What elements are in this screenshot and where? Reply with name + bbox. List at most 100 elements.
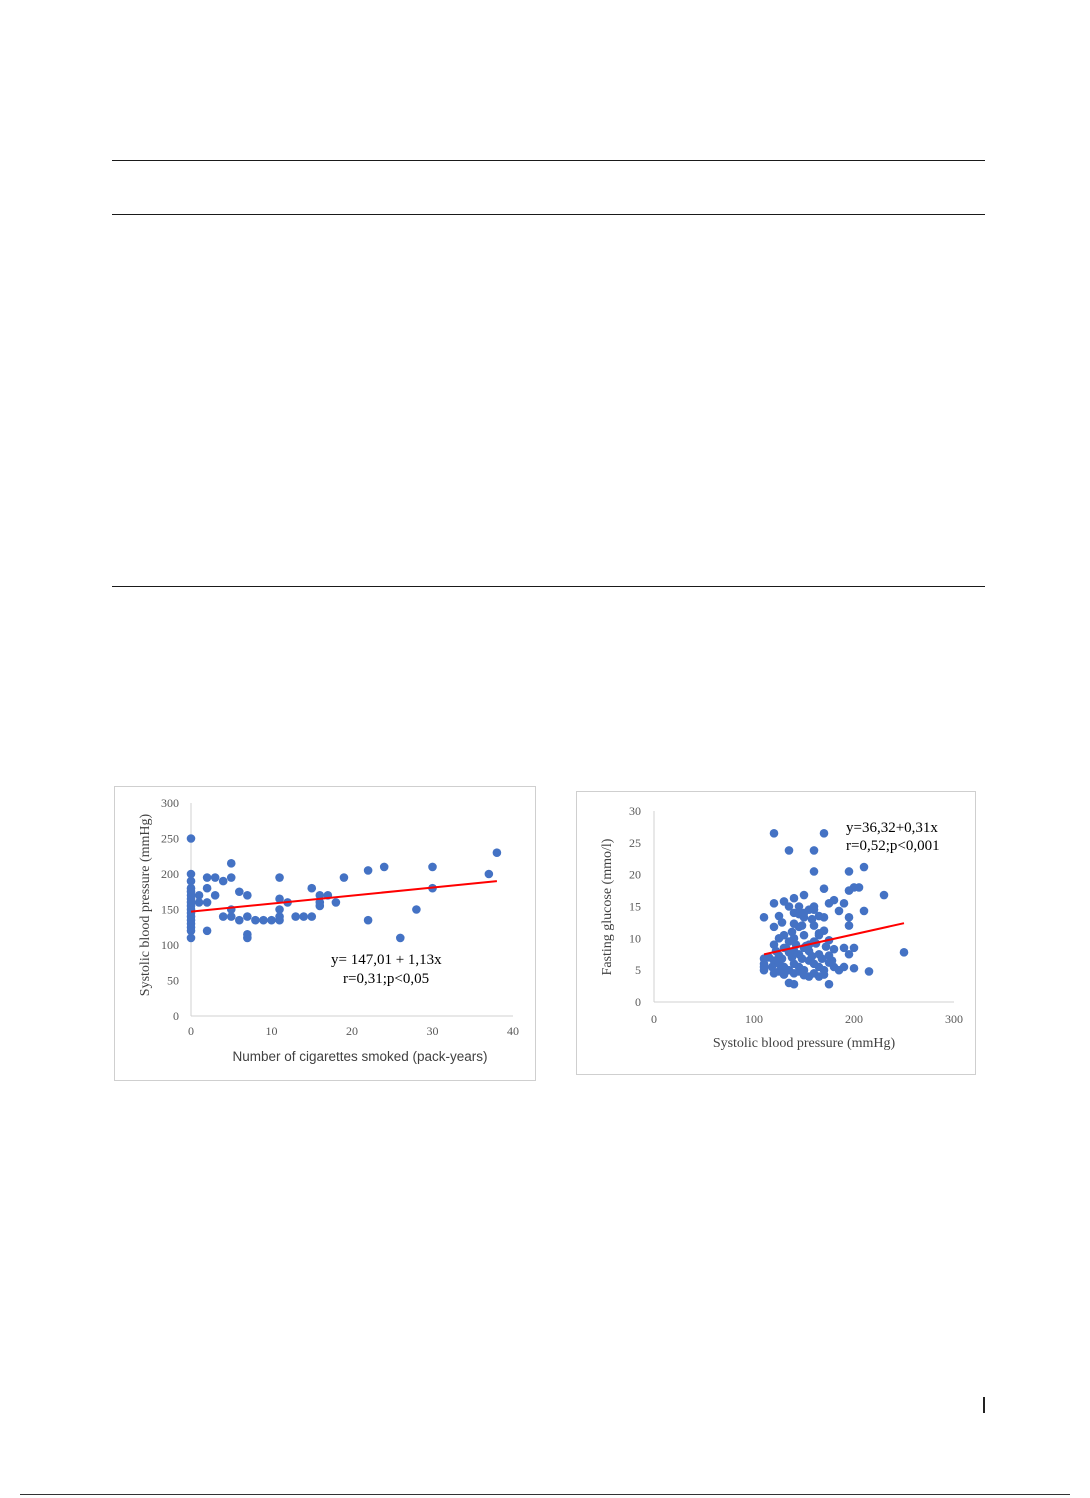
data-point [412, 905, 421, 914]
data-point [759, 913, 769, 922]
y-tick-label: 30 [629, 804, 641, 818]
data-point [275, 894, 284, 904]
data-point [787, 953, 797, 962]
data-point [484, 869, 494, 879]
data-point [202, 883, 212, 893]
data-point [844, 921, 854, 930]
data-point [275, 905, 284, 914]
data-point [799, 890, 809, 900]
data-point [819, 828, 829, 838]
data-point [379, 862, 389, 872]
chart-smoking-sbp-svg: 0 50 100 150 200 250 300 0 10 20 30 40 y= 147,01 + … [138, 796, 519, 1064]
table-top-rule [112, 160, 985, 161]
data-point [315, 891, 325, 900]
y-tick-label: 0 [635, 995, 641, 1009]
data-point [854, 883, 864, 892]
data-point [819, 884, 829, 893]
data-point [849, 963, 859, 973]
data-point [428, 862, 437, 872]
data-point [789, 979, 799, 989]
data-point [824, 899, 834, 908]
data-point [218, 912, 228, 921]
data-point [789, 893, 799, 903]
data-point [267, 915, 276, 925]
x-axis-title: Systolic blood pressure (mmHg) [713, 1036, 896, 1051]
y-tick-label: 200 [161, 867, 179, 881]
x-tick-label: 30 [427, 1024, 439, 1038]
data-point [259, 915, 268, 925]
data-point [769, 899, 779, 908]
data-point [774, 934, 784, 943]
data-point [396, 933, 405, 943]
x-axis-title: Number of cigarettes smoked (pack-years) [232, 1049, 487, 1064]
data-point [799, 930, 809, 940]
data-point [235, 915, 244, 925]
data-point [226, 873, 236, 882]
data-point [759, 965, 769, 975]
data-point [218, 876, 228, 886]
data-point [809, 902, 819, 911]
data-point [307, 912, 317, 921]
data-point [194, 898, 204, 907]
data-point [809, 846, 819, 855]
data-point [777, 918, 787, 927]
data-point [210, 873, 220, 882]
y-tick-label: 5 [635, 963, 641, 977]
data-point [186, 834, 196, 843]
table-header-rule [112, 214, 985, 215]
data-point [809, 867, 819, 876]
data-point [186, 926, 196, 936]
x-tick-label: 20 [346, 1024, 358, 1038]
y-axis-title: Fasting glucose (mmo/l) [600, 838, 615, 975]
data-point [844, 913, 854, 922]
data-point [243, 933, 252, 943]
data-point [794, 909, 804, 919]
data-point [202, 926, 212, 936]
table-bottom-rule [112, 586, 985, 587]
data-point [226, 859, 236, 868]
data-point [784, 902, 794, 911]
data-point [834, 906, 844, 916]
data-point [797, 921, 807, 930]
data-point [235, 887, 244, 897]
data-point [814, 930, 824, 940]
page-edge-mark [983, 1397, 985, 1413]
data-point [849, 943, 859, 953]
y-tick-label: 0 [173, 1009, 179, 1023]
x-tick-label: 40 [507, 1024, 519, 1038]
x-tick-label: 0 [651, 1012, 657, 1026]
data-point [839, 899, 849, 908]
data-point [794, 967, 804, 976]
data-point [363, 866, 373, 875]
y-tick-label: 150 [161, 903, 179, 917]
data-point [784, 846, 794, 855]
y-axis-title: Systolic blood pressure (mmHg) [138, 813, 153, 996]
data-point [363, 915, 373, 925]
data-point [251, 915, 260, 925]
data-point [275, 915, 284, 925]
trend-line [190, 880, 497, 913]
chart-panel-sbp-glucose: 0 5 10 15 20 25 30 0 100 200 300 y=36,32+0,31x r=0… [576, 791, 976, 1075]
data-point [186, 933, 196, 943]
data-point [824, 979, 834, 989]
data-point [769, 828, 779, 838]
x-tick-label: 300 [945, 1012, 963, 1026]
data-point [226, 912, 236, 921]
y-tick-label: 10 [629, 931, 641, 945]
y-tick-label: 25 [629, 836, 641, 850]
data-point [769, 922, 779, 932]
data-point [243, 891, 252, 900]
data-point [243, 912, 252, 921]
data-point [817, 954, 827, 964]
data-point [339, 873, 349, 882]
data-point [787, 927, 797, 937]
footer-rule [20, 1494, 1070, 1495]
y-tick-label: 15 [629, 900, 641, 914]
data-point [194, 891, 204, 900]
data-point [331, 898, 341, 907]
data-point [291, 912, 300, 921]
x-tick-label: 0 [188, 1024, 194, 1038]
data-point [899, 948, 909, 957]
data-point [827, 956, 837, 965]
